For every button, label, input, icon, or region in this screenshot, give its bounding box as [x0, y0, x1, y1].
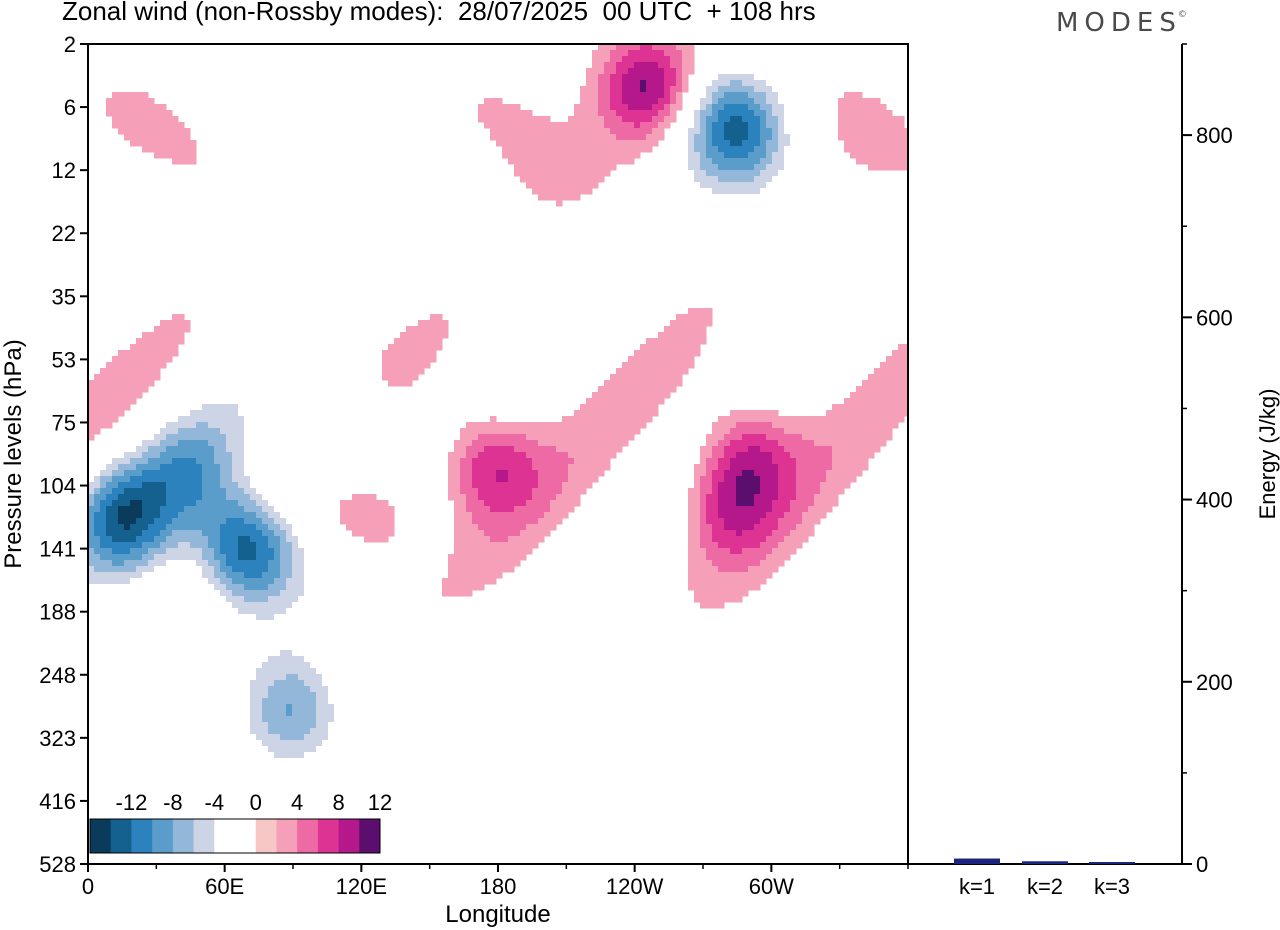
y-tick-label: 528 [39, 852, 76, 877]
colorbar-swatch [359, 819, 381, 853]
brand-mark: © [1177, 10, 1187, 20]
energy-bar [954, 858, 1000, 864]
y-axis-label: Pressure levels (hPa) [0, 339, 27, 568]
y-tick-label: 6 [64, 95, 76, 120]
colorbar-frame [89, 818, 381, 854]
y-tick-label: 188 [39, 600, 76, 625]
colorbar-label: -4 [205, 790, 225, 815]
colorbar-swatch [110, 819, 132, 853]
colorbar-label: 4 [291, 790, 303, 815]
energy-tick-label: 200 [1196, 670, 1233, 695]
x-axis: 0 60E 120E 180 120W 60W [82, 864, 909, 899]
x-tick-label: 60E [205, 874, 244, 899]
energy-tick-label: 400 [1196, 488, 1233, 513]
energy-category-label: k=1 [959, 874, 995, 899]
brand-name: MODES [1056, 8, 1182, 38]
colorbar-swatch [297, 819, 319, 853]
zonal-wind-heatmap [88, 44, 908, 864]
y-tick-label: 104 [39, 474, 76, 499]
y-tick-label: 416 [39, 789, 76, 814]
colorbar-swatch [255, 819, 277, 853]
y-tick-label: 248 [39, 663, 76, 688]
colorbar-swatch [193, 819, 215, 853]
y-tick-label: 53 [52, 347, 76, 372]
energy-tick-label: 600 [1196, 305, 1233, 330]
colorbar-label: -12 [116, 790, 148, 815]
colorbar-swatch [235, 819, 257, 853]
x-tick-label: 60W [749, 874, 794, 899]
x-tick-label: 180 [480, 874, 517, 899]
energy-bar-chart: 0 200 400 600 800 k=1 k=2 k=3 [954, 43, 1233, 899]
colorbar-label: 8 [332, 790, 344, 815]
energy-axis-label: Energy (J/kg) [1255, 389, 1280, 520]
x-axis-label: Longitude [445, 901, 550, 928]
colorbar-swatch [152, 819, 174, 853]
colorbar-swatch [214, 819, 236, 853]
x-tick-label: 0 [82, 874, 94, 899]
energy-category-label: k=2 [1027, 874, 1063, 899]
y-tick-label: 75 [52, 410, 76, 435]
energy-tick-label: 0 [1196, 852, 1208, 877]
colorbar-swatch [131, 819, 153, 853]
colorbar-swatch [338, 819, 360, 853]
colorbar-swatch [90, 819, 112, 853]
y-tick-label: 12 [52, 158, 76, 183]
colorbar-swatch [172, 819, 195, 853]
energy-bar [1089, 862, 1135, 864]
y-tick-label: 22 [52, 221, 76, 246]
y-tick-label: 35 [52, 284, 76, 309]
colorbar-label: 12 [368, 790, 392, 815]
energy-category-label: k=3 [1094, 874, 1130, 899]
colorbar-label: -8 [163, 790, 183, 815]
energy-bar [1022, 861, 1068, 864]
y-axis: 2 6 12 22 35 53 75 104 141 188 248 323 416 528 [39, 32, 88, 877]
energy-tick-label: 800 [1196, 123, 1233, 148]
colorbar-legend: -12 -8 -4 0 4 8 12 [88, 784, 392, 858]
colorbar-swatch [317, 819, 340, 853]
y-tick-label: 323 [39, 726, 76, 751]
colorbar-swatch [276, 819, 298, 853]
y-tick-label: 2 [64, 32, 76, 57]
chart-title: Zonal wind (non-Rossby modes): 28/07/202… [62, 0, 816, 26]
y-tick-label: 141 [39, 537, 76, 562]
x-tick-label: 120W [606, 874, 664, 899]
colorbar-label: 0 [250, 790, 262, 815]
modes-logo: MODES© [1056, 8, 1191, 38]
x-tick-label: 120E [336, 874, 387, 899]
